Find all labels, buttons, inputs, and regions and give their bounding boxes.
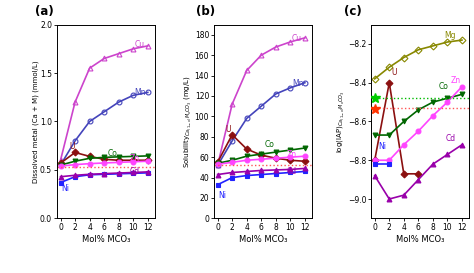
Text: Ni: Ni — [219, 191, 227, 200]
Text: Cu: Cu — [135, 40, 145, 49]
Text: Co: Co — [265, 140, 275, 149]
Text: Cd: Cd — [287, 167, 297, 176]
Text: Ni: Ni — [378, 142, 386, 151]
Text: Co: Co — [108, 149, 118, 158]
Text: (b): (b) — [196, 5, 215, 18]
X-axis label: Mol% MCO₃: Mol% MCO₃ — [396, 235, 444, 244]
Text: U: U — [69, 142, 75, 151]
Text: Zn: Zn — [451, 76, 461, 85]
Text: Co: Co — [439, 82, 448, 91]
Text: Mg: Mg — [444, 31, 456, 40]
Y-axis label: Dissolved metal (Ca + M) (mmol/L): Dissolved metal (Ca + M) (mmol/L) — [32, 60, 38, 183]
Text: U: U — [225, 125, 230, 134]
Text: Zn: Zn — [129, 154, 140, 163]
Text: Mn: Mn — [292, 79, 303, 88]
Text: Cd: Cd — [129, 167, 140, 176]
Text: Cd: Cd — [446, 134, 456, 143]
Text: Mn: Mn — [135, 88, 146, 97]
X-axis label: Mol% MCO₃: Mol% MCO₃ — [82, 235, 130, 244]
Text: Cu: Cu — [292, 34, 302, 43]
Y-axis label: Solubility$_{Ca_{(1-x)}M_xCO_3}$ (mg/L): Solubility$_{Ca_{(1-x)}M_xCO_3}$ (mg/L) — [183, 75, 193, 168]
Text: U: U — [392, 68, 397, 77]
Text: Zn: Zn — [287, 150, 297, 159]
Y-axis label: log(IAP)$_{Ca_{(1-x)}M_xCO_3}$: log(IAP)$_{Ca_{(1-x)}M_xCO_3}$ — [336, 90, 346, 153]
Text: (a): (a) — [35, 5, 54, 18]
X-axis label: Mol% MCO₃: Mol% MCO₃ — [239, 235, 287, 244]
Text: (c): (c) — [344, 5, 361, 18]
Text: Ni: Ni — [61, 184, 69, 193]
